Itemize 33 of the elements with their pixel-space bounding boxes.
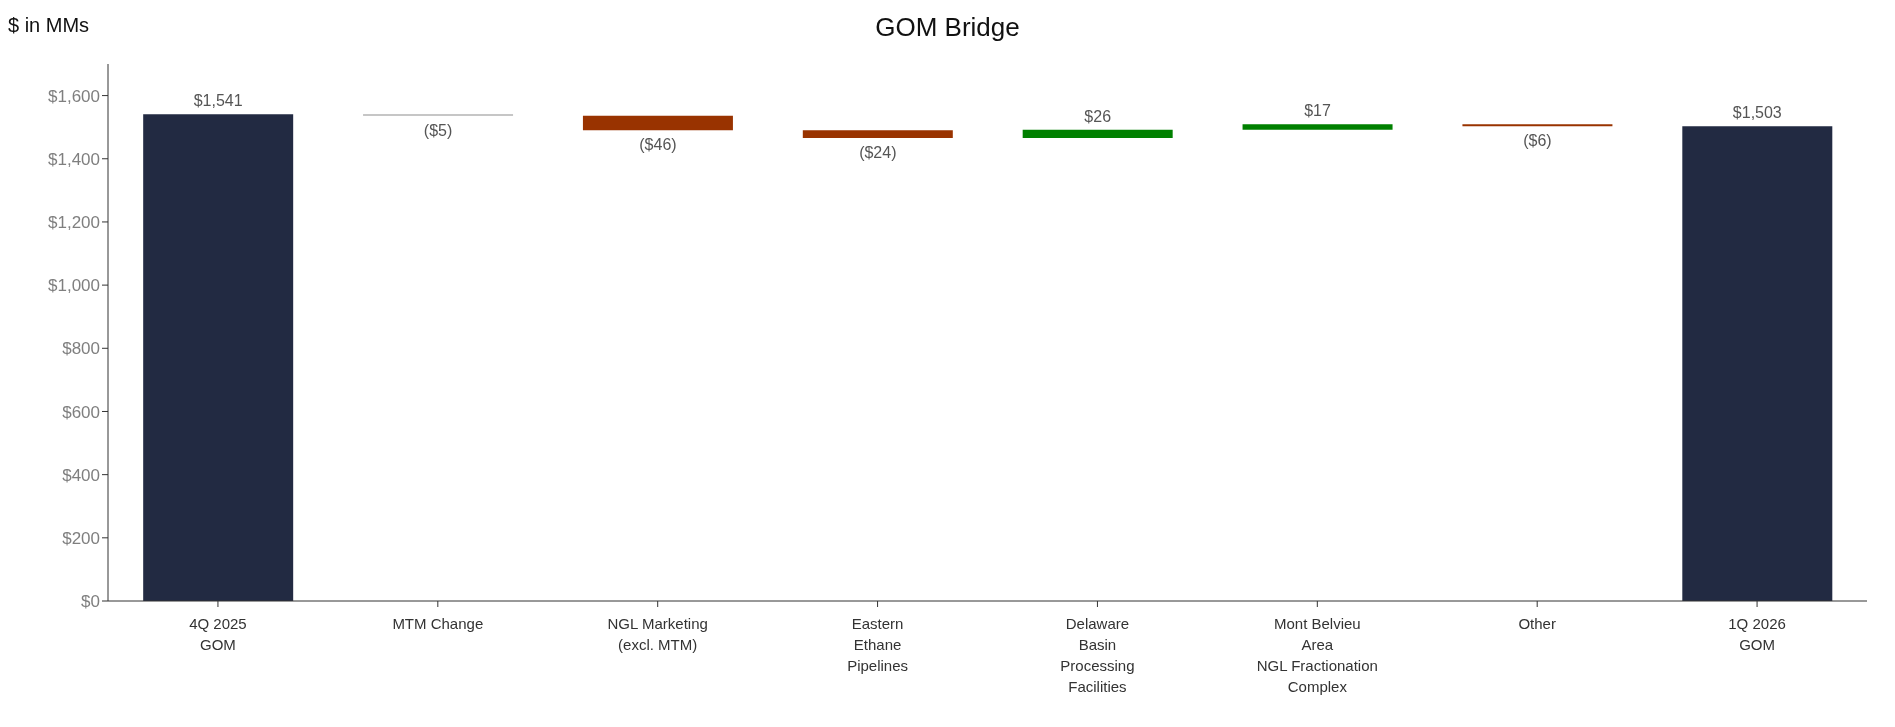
- bar: [582, 115, 733, 131]
- data-label: ($5): [423, 121, 453, 139]
- x-tick-label: MTM Change: [392, 615, 484, 632]
- bar: [143, 114, 294, 601]
- x-tick-label: Delaware Basin Processing Facilities: [1060, 615, 1135, 695]
- x-tick-label: Mont Belvieu Area NGL Fractionation Complex: [1256, 615, 1378, 695]
- y-tick-label: $1,000: [48, 276, 100, 296]
- x-tick-label: NGL Marketing (excl. MTM): [607, 615, 708, 653]
- data-label: $26: [1084, 107, 1112, 125]
- y-tick-label: $400: [62, 465, 100, 485]
- bar: [1022, 129, 1173, 138]
- y-tick-label: $1,400: [48, 149, 100, 169]
- bar: [802, 130, 953, 138]
- y-tick-label: $0: [81, 592, 100, 612]
- y-tick-label: $200: [62, 528, 100, 548]
- data-label: ($6): [1523, 132, 1552, 150]
- x-tick-label: 4Q 2025 GOM: [189, 615, 247, 653]
- bar: [1682, 126, 1833, 601]
- y-axis-title: $ in MMs: [8, 14, 90, 37]
- data-label: $1,541: [193, 92, 243, 110]
- x-tick-label: 1Q 2026 GOM: [1728, 615, 1786, 653]
- y-tick-label: $1,600: [48, 86, 100, 106]
- data-label: $17: [1304, 102, 1331, 120]
- y-tick-label: $600: [62, 402, 100, 422]
- y-tick-label: $1,200: [48, 212, 100, 232]
- data-label: ($46): [639, 136, 677, 154]
- data-label: $1,503: [1732, 104, 1782, 122]
- y-tick-label: $800: [62, 339, 100, 359]
- bar: [1242, 124, 1393, 130]
- x-tick-label: Other: [1518, 615, 1556, 632]
- chart-title: GOM Bridge: [875, 12, 1020, 42]
- data-label: ($24): [859, 143, 897, 161]
- x-tick-label: Eastern Ethane Pipelines: [847, 615, 908, 674]
